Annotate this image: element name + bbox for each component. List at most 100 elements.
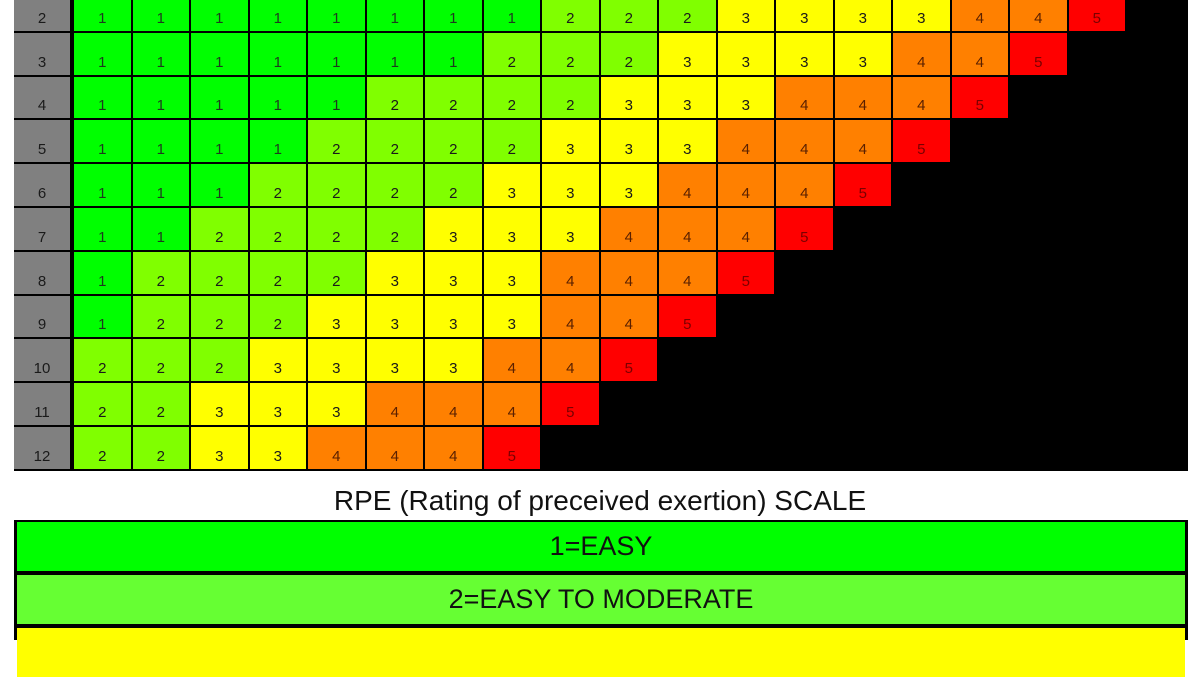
rpe-cell: 4 (776, 76, 835, 121)
rpe-cell: 3 (425, 339, 484, 384)
rpe-cell: 2 (366, 120, 425, 165)
rpe-cell: 2 (191, 339, 250, 384)
rpe-cell: 1 (191, 164, 250, 208)
rpe-cell: 2 (191, 208, 250, 252)
rpe-cell: 2 (74, 427, 133, 471)
rpe-cell: 3 (366, 251, 425, 296)
rpe-cell: 2 (249, 295, 308, 340)
rpe-cell: 1 (191, 0, 250, 33)
rpe-cell: 2 (542, 76, 601, 121)
rpe-cell: 4 (600, 295, 659, 340)
rpe-cell: 2 (249, 251, 308, 296)
rpe-cell: 2 (191, 295, 250, 340)
rpe-cell: 4 (542, 339, 601, 384)
rpe-cell: 2 (132, 383, 191, 427)
rpe-cell: 4 (776, 120, 835, 165)
rpe-cell: 4 (542, 295, 601, 340)
rpe-cell: 2 (425, 76, 484, 121)
rpe-cell: 3 (776, 0, 835, 33)
row-label: 4 (14, 76, 74, 121)
rpe-cell: 1 (191, 120, 250, 165)
rpe-cell: 3 (425, 251, 484, 296)
rpe-cell: 1 (132, 164, 191, 208)
rpe-cell: 3 (249, 383, 308, 427)
rpe-cell: 2 (425, 120, 484, 165)
rpe-cell: 1 (249, 32, 308, 77)
table-row: 11 2 2 3 3 3 4 4 4 5 (14, 383, 1188, 427)
rpe-cell: 3 (717, 0, 776, 33)
rpe-cell: 3 (834, 0, 893, 33)
rpe-cell: 4 (717, 164, 776, 208)
row-label: 10 (14, 339, 74, 384)
rpe-cell: 1 (366, 0, 425, 33)
rpe-cell: 3 (366, 339, 425, 384)
rpe-cell: 2 (600, 0, 659, 33)
rpe-cell: 1 (74, 164, 133, 208)
rpe-cell: 4 (1010, 0, 1069, 33)
rpe-cell: 4 (366, 427, 425, 471)
legend-band-easy: 1=EASY (17, 522, 1185, 571)
rpe-cell: 1 (74, 208, 133, 252)
rpe-cell: 3 (717, 32, 776, 77)
rpe-cell: 5 (600, 339, 659, 384)
rpe-cell: 1 (366, 32, 425, 77)
rpe-cell: 2 (366, 164, 425, 208)
row-label: 7 (14, 208, 74, 252)
rpe-cell: 2 (132, 427, 191, 471)
rpe-cell: 1 (74, 0, 133, 33)
row-label: 12 (14, 427, 74, 471)
rpe-cell: 1 (425, 0, 484, 33)
rpe-cell: 2 (308, 120, 367, 165)
rpe-cell: 4 (483, 383, 542, 427)
rpe-cell: 2 (132, 251, 191, 296)
rpe-cell: 1 (308, 0, 367, 33)
legend-label-easy-to-moderate: 2=EASY TO MODERATE (448, 584, 754, 614)
row-label: 9 (14, 295, 74, 340)
rpe-cell: 4 (717, 120, 776, 165)
rpe-cell: 3 (659, 76, 718, 121)
rpe-cell: 3 (717, 76, 776, 121)
rpe-cell: 3 (893, 0, 952, 33)
rpe-cell: 3 (425, 295, 484, 340)
rpe-cell: 1 (483, 0, 542, 33)
rpe-cell: 5 (776, 208, 835, 252)
rpe-cell: 2 (74, 383, 133, 427)
rpe-cell: 4 (893, 76, 952, 121)
row-label: 3 (14, 32, 74, 77)
row-label: 8 (14, 251, 74, 296)
row-label: 2 (14, 0, 74, 33)
rpe-cell: 1 (425, 32, 484, 77)
table-row: 12 2 2 3 3 4 4 4 5 (14, 427, 1188, 471)
rpe-cell: 2 (249, 208, 308, 252)
rpe-cell: 4 (893, 32, 952, 77)
rpe-cell: 4 (776, 164, 835, 208)
legend-label-easy: 1=EASY (549, 531, 653, 561)
rpe-cell: 1 (132, 208, 191, 252)
rpe-cell: 3 (249, 427, 308, 471)
rpe-cell: 4 (425, 383, 484, 427)
rpe-cell: 4 (659, 251, 718, 296)
rpe-cell: 3 (659, 32, 718, 77)
rpe-cell: 2 (132, 295, 191, 340)
rpe-cell: 1 (74, 251, 133, 296)
row-label: 5 (14, 120, 74, 165)
rpe-cell: 3 (483, 208, 542, 252)
rpe-cell: 1 (132, 76, 191, 121)
rpe-cell: 5 (659, 295, 718, 340)
rpe-cell: 3 (308, 339, 367, 384)
rpe-cell: 2 (483, 120, 542, 165)
legend-band-easy-to-moderate: 2=EASY TO MODERATE (17, 575, 1185, 624)
rpe-cell: 1 (132, 32, 191, 77)
rpe-cell: 3 (659, 120, 718, 165)
rpe-cell: 3 (542, 120, 601, 165)
rpe-cell: 2 (308, 208, 367, 252)
rpe-cell: 2 (425, 164, 484, 208)
rpe-cell: 3 (366, 295, 425, 340)
rpe-cell: 1 (74, 32, 133, 77)
rpe-cell: 3 (425, 208, 484, 252)
rpe-cell: 4 (659, 208, 718, 252)
scale-title: RPE (Rating of preceived exertion) SCALE (333, 485, 867, 516)
